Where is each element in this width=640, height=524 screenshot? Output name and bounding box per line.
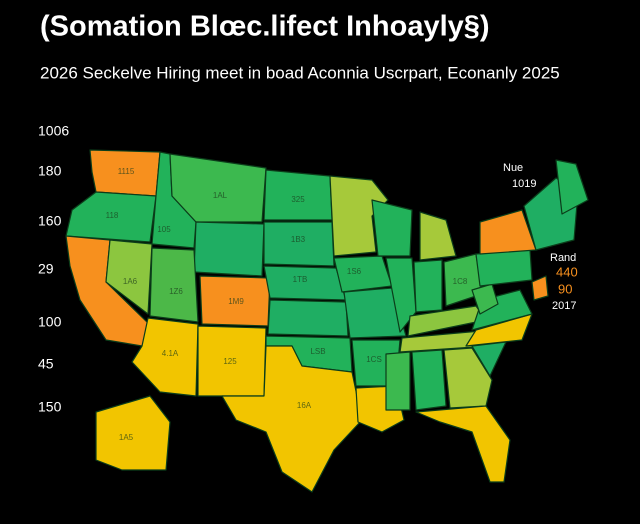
- left-label: 45: [38, 356, 54, 372]
- state-label: 1A5: [119, 433, 134, 442]
- side-label: 90: [558, 281, 572, 296]
- state-mi: [419, 211, 457, 261]
- state-me: [555, 159, 589, 215]
- state-il: [385, 257, 417, 333]
- legend-heading: Nue: [503, 162, 523, 174]
- state-ks: [267, 299, 349, 337]
- state-label: 1CS: [366, 355, 382, 364]
- left-label: 160: [38, 213, 62, 229]
- state-label: 1A6: [123, 277, 138, 286]
- state-label: 1B3: [291, 235, 306, 244]
- state-pa: [475, 249, 533, 287]
- legend: Nue 1019 Rand 440 90 2017: [503, 162, 578, 312]
- state-fl: [415, 405, 511, 483]
- state-ut: [149, 247, 199, 323]
- state-ak: [95, 395, 171, 471]
- state-wy: [193, 221, 265, 277]
- side-label: 2017: [552, 300, 576, 312]
- state-label: 125: [223, 357, 237, 366]
- state-wv: [471, 283, 499, 315]
- state-label: 16A: [297, 401, 312, 410]
- left-label: 150: [38, 399, 62, 415]
- state-mn: [329, 175, 389, 257]
- state-label: 1C8: [453, 277, 468, 286]
- state-label: 1AL: [213, 191, 228, 200]
- state-sd: [263, 221, 335, 267]
- state-wi: [371, 199, 413, 257]
- left-label: 29: [38, 261, 54, 277]
- state-label: 118: [106, 211, 119, 220]
- left-label: 1006: [38, 123, 69, 139]
- state-label: 1S6: [347, 267, 362, 276]
- side-label: 440: [556, 264, 578, 279]
- subtitle: 2026 Seckelve Hiring meet in boad Aconni…: [40, 63, 560, 82]
- state-label: 1Z6: [169, 287, 183, 296]
- state-label: 4.1A: [162, 349, 179, 358]
- state-mt: [169, 153, 267, 223]
- state-ms: [385, 351, 411, 411]
- left-label: 100: [38, 314, 62, 330]
- state-az: [131, 317, 199, 397]
- state-label: LSB: [310, 347, 325, 356]
- us-map: [65, 149, 589, 493]
- state-labels: 1115 118 1AL 325 1B3 105 1TB 1S6 1A6 1Z6…: [106, 167, 468, 442]
- state-nj: [531, 275, 549, 301]
- left-label: 180: [38, 163, 62, 179]
- state-label: 1M9: [228, 297, 244, 306]
- state-al: [411, 349, 447, 411]
- state-nv: [105, 239, 153, 315]
- state-label: 1115: [118, 167, 135, 176]
- state-label: 1TB: [293, 275, 308, 284]
- legend-value: 1019: [512, 178, 536, 190]
- state-label: 105: [157, 225, 171, 234]
- state-in: [413, 259, 443, 313]
- title: (Somation Blœc.lifect Inhoayly§): [40, 11, 490, 43]
- state-label: 325: [291, 195, 305, 204]
- state-mo: [343, 287, 407, 339]
- side-label: Rand: [550, 252, 576, 264]
- state-ga: [443, 347, 493, 409]
- left-labels: 1006 180 160 29 100 45 150: [38, 123, 69, 415]
- state-ia: [333, 255, 393, 293]
- state-or: [65, 191, 157, 243]
